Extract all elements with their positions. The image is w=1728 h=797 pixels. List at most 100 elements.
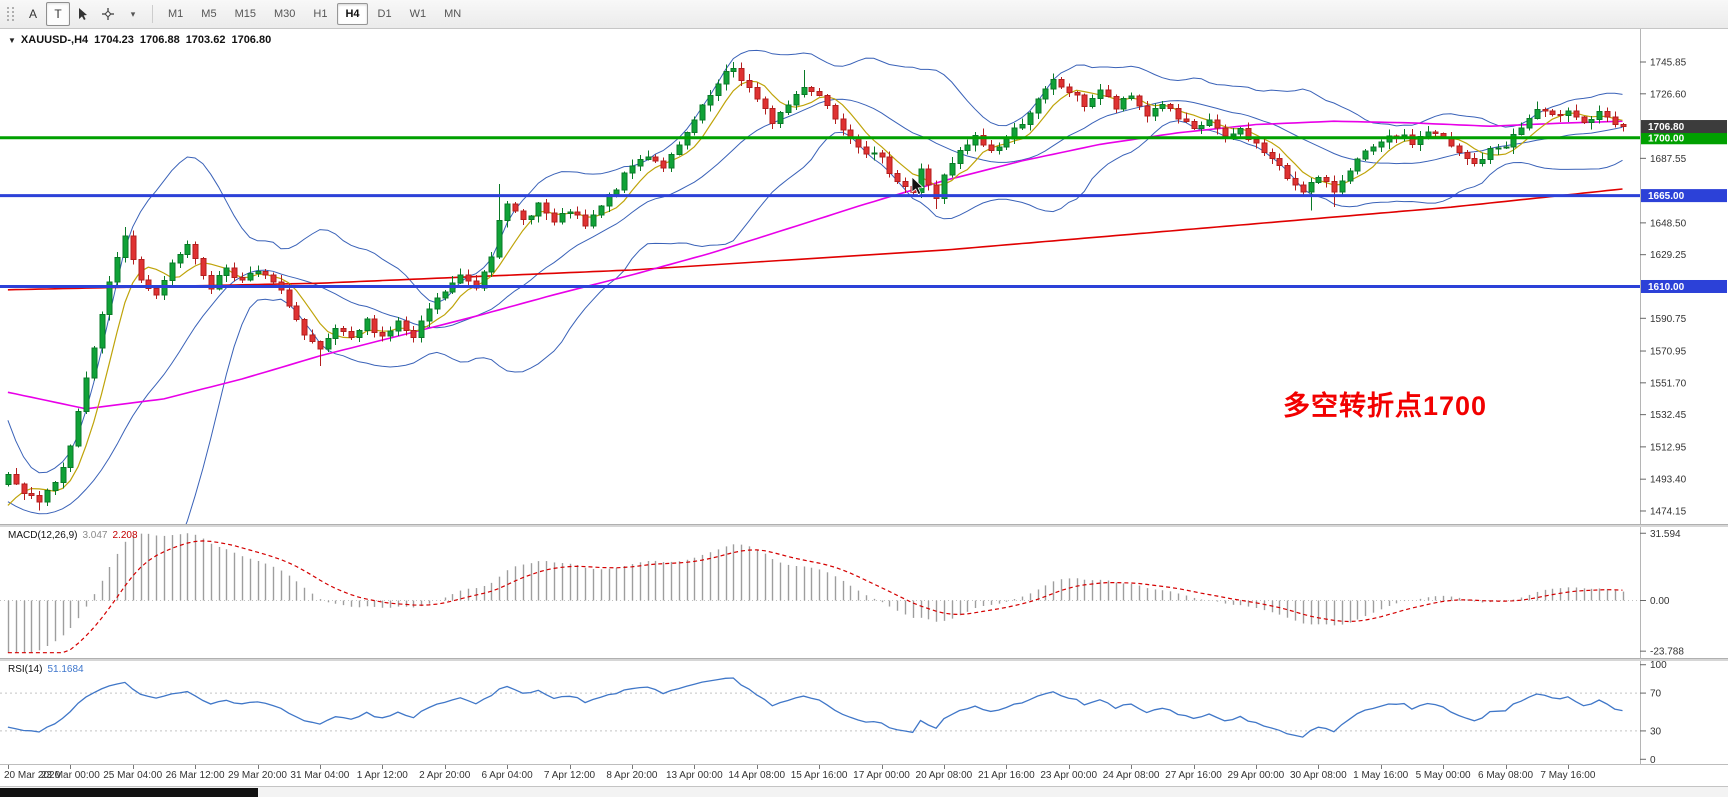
time-label: 24 Apr 08:00: [1102, 770, 1160, 781]
svg-text:1474.15: 1474.15: [1650, 506, 1687, 517]
rsi-canvas: 100 70 30 0: [0, 660, 1667, 764]
crosshair-tool-button[interactable]: [96, 2, 120, 26]
rsi-indicator-pane[interactable]: 100 70 30 0 RSI(14) 51.1684: [0, 660, 1728, 764]
rsi-axis: 100 70 30 0: [1640, 660, 1667, 764]
medium-ma-line: [7, 120, 1623, 410]
chart-collapse-icon[interactable]: ▼: [8, 35, 16, 45]
macd-label: MACD(12,26,9): [8, 530, 78, 541]
timeframe-button-d1[interactable]: D1: [377, 8, 392, 20]
price-chart-canvas: 1745.85 1726.60 1687.55 1648.50 1629.25 1590.…: [0, 28, 1727, 524]
chart-symbol-label: XAUUSD-,H4: [20, 34, 89, 46]
time-tick: [1505, 765, 1507, 769]
timeframe-button-m30[interactable]: M30: [273, 8, 296, 20]
timeframe-button-mn[interactable]: MN: [444, 8, 462, 20]
time-label: 5 May 00:00: [1415, 770, 1471, 781]
time-tick: [1255, 765, 1257, 769]
rsi-header: RSI(14) 51.1684: [8, 664, 84, 675]
svg-text:1551.70: 1551.70: [1650, 378, 1687, 389]
svg-text:1700.00: 1700.00: [1648, 133, 1685, 144]
ohlc-high-value: 1706.88: [139, 34, 180, 46]
time-tick: [444, 765, 446, 769]
time-tick: [319, 765, 321, 769]
bollinger-upper-band: [7, 49, 1623, 474]
timeframe-button-h4[interactable]: H4: [337, 3, 368, 25]
svg-text:1532.45: 1532.45: [1650, 410, 1687, 421]
time-tick: [1068, 765, 1070, 769]
price-marker-1700.00: 1700.00: [1641, 131, 1727, 145]
time-tick: [756, 765, 758, 769]
time-label: 27 Apr 16:00: [1165, 770, 1222, 781]
timeframe-button-m1[interactable]: M1: [168, 8, 184, 20]
chart-ohlc-header: ▼ XAUUSD-,H4 1704.23 1706.88 1703.62 170…: [8, 34, 271, 46]
horizontal-scrollbar-thumb[interactable]: [0, 788, 258, 797]
time-tick: [1131, 765, 1133, 769]
time-label: 6 May 08:00: [1477, 770, 1534, 781]
svg-text:1493.40: 1493.40: [1650, 475, 1687, 486]
type-tool-button[interactable]: T: [46, 2, 70, 26]
time-label: 14 Apr 08:00: [728, 770, 786, 781]
time-tick: [70, 765, 72, 769]
svg-text:0.00: 0.00: [1650, 596, 1670, 607]
svg-text:1745.85: 1745.85: [1650, 58, 1687, 69]
svg-text:30: 30: [1650, 726, 1662, 737]
time-label: 8 Apr 20:00: [606, 770, 658, 781]
time-tick: [881, 765, 883, 769]
bollinger-lower-band: [185, 120, 1623, 524]
macd-canvas: 31.594 0.00 -23.788: [0, 526, 1684, 658]
cursor-tool-button[interactable]: [71, 2, 95, 26]
timeframe-group: M1 M5 M15 M30 H1 H4 D1 W1 MN: [160, 3, 469, 25]
tools-dropdown-button[interactable]: ▾: [130, 8, 136, 19]
time-tick: [1193, 765, 1195, 769]
crosshair-icon: [102, 8, 114, 20]
slow-ma-line: [7, 188, 1623, 291]
timeframe-button-m15[interactable]: M15: [234, 8, 256, 20]
pane-splitter-macd[interactable]: [0, 524, 1728, 527]
macd-signal-value: 2.208: [112, 530, 138, 541]
toolbar: A T ▾ M1 M5 M15 M30 H1 H4 D1 W1 MN: [0, 0, 1728, 29]
svg-text:1590.75: 1590.75: [1650, 314, 1687, 325]
rsi-line: [7, 677, 1623, 738]
time-label: 17 Apr 00:00: [853, 770, 910, 781]
time-label: 7 Apr 12:00: [543, 770, 596, 781]
macd-indicator-pane[interactable]: 31.594 0.00 -23.788 MACD(12,26,9) 3.047 2.…: [0, 526, 1728, 658]
time-label: 29 Apr 00:00: [1227, 770, 1285, 781]
time-label: 30 Apr 08:00: [1289, 770, 1347, 781]
cursor-icon: [79, 8, 87, 20]
toolbar-drag-handle[interactable]: [3, 4, 17, 24]
bollinger-middle-band: [7, 98, 1623, 515]
text-label-tool-button[interactable]: A: [28, 7, 37, 21]
macd-histogram: [7, 533, 1625, 653]
pane-splitter-rsi[interactable]: [0, 658, 1728, 661]
macd-header: MACD(12,26,9) 3.047 2.208: [8, 530, 138, 541]
timeframe-button-h1[interactable]: H1: [313, 8, 328, 20]
time-tick: [1380, 765, 1382, 769]
toolbar-separator: [152, 5, 153, 23]
svg-text:1610.00: 1610.00: [1648, 282, 1685, 293]
price-axis: 1745.85 1726.60 1687.55 1648.50 1629.25 1590.…: [1640, 28, 1727, 524]
time-tick: [569, 765, 571, 769]
svg-text:1706.80: 1706.80: [1648, 122, 1685, 133]
timeframe-button-m5[interactable]: M5: [201, 8, 217, 20]
price-chart-pane[interactable]: 1745.85 1726.60 1687.55 1648.50 1629.25 1590.…: [0, 28, 1728, 524]
svg-text:31.594: 31.594: [1650, 529, 1681, 540]
price-marker-1706.80: 1706.80: [1641, 120, 1727, 134]
time-axis[interactable]: 20 Mar 2020 23 Mar 00:00 25 Mar 04:00 26 Ma…: [0, 764, 1728, 787]
timeframe-button-w1[interactable]: W1: [409, 8, 427, 20]
price-marker-1610.00: 1610.00: [1641, 279, 1727, 293]
plot-area: [5, 49, 1627, 524]
svg-text:1648.50: 1648.50: [1650, 218, 1687, 229]
time-tick: [257, 765, 259, 769]
svg-text:0: 0: [1650, 755, 1656, 764]
svg-text:1629.25: 1629.25: [1650, 250, 1687, 261]
time-label: 23 Mar 00:00: [40, 770, 100, 781]
time-label: 13 Apr 00:00: [665, 770, 723, 781]
svg-text:1665.00: 1665.00: [1648, 191, 1685, 202]
time-tick: [631, 765, 633, 769]
rsi-label: RSI(14): [8, 664, 43, 675]
macd-axis: 31.594 0.00 -23.788: [1640, 526, 1684, 658]
svg-text:1512.95: 1512.95: [1650, 442, 1687, 453]
chart-annotation-text[interactable]: 多空转折点1700: [1283, 391, 1488, 421]
horizontal-lines-group[interactable]: [0, 136, 1640, 288]
price-marker-1665.00: 1665.00: [1641, 189, 1727, 203]
time-tick: [1567, 765, 1569, 769]
